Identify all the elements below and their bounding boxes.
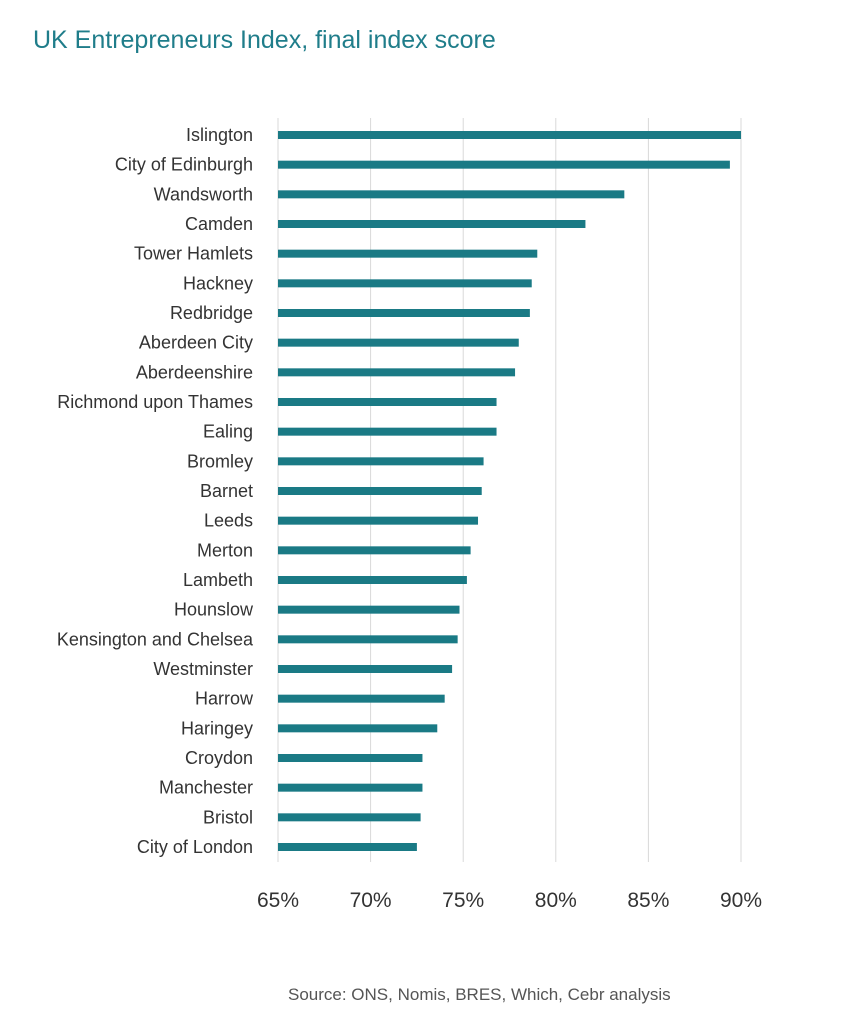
bar bbox=[278, 635, 458, 644]
bar bbox=[278, 605, 460, 614]
bar bbox=[278, 576, 467, 584]
bar bbox=[278, 309, 530, 317]
bar bbox=[278, 398, 497, 406]
category-label: Bromley bbox=[187, 451, 253, 471]
category-label: Barnet bbox=[200, 481, 253, 501]
x-tick-label: 65% bbox=[257, 889, 299, 912]
bar bbox=[278, 279, 532, 288]
bar bbox=[278, 160, 730, 169]
bar bbox=[278, 338, 519, 347]
category-label: Westminster bbox=[153, 659, 253, 679]
bar bbox=[278, 190, 625, 199]
bar bbox=[278, 724, 438, 733]
bar bbox=[278, 427, 497, 436]
bar bbox=[278, 249, 538, 258]
category-label: Croydon bbox=[185, 748, 253, 768]
bar bbox=[278, 487, 482, 495]
category-label: Aberdeen City bbox=[139, 333, 253, 353]
category-label: Hackney bbox=[183, 273, 253, 293]
x-tick-label: 85% bbox=[627, 889, 669, 912]
bar bbox=[278, 368, 516, 377]
category-label: Haringey bbox=[181, 718, 253, 738]
category-label: Richmond upon Thames bbox=[57, 392, 253, 412]
category-label: Leeds bbox=[204, 511, 253, 531]
bar bbox=[278, 665, 453, 673]
category-label: Hounslow bbox=[174, 600, 254, 620]
bar bbox=[278, 131, 741, 139]
chart-title: UK Entrepreneurs Index, final index scor… bbox=[33, 26, 496, 54]
category-label: Bristol bbox=[203, 807, 253, 827]
bar bbox=[278, 694, 445, 703]
category-label: Camden bbox=[185, 214, 253, 234]
category-label: Manchester bbox=[159, 778, 253, 798]
bar bbox=[278, 783, 423, 792]
x-tick-label: 75% bbox=[442, 889, 484, 912]
category-label: Ealing bbox=[203, 422, 253, 442]
category-label: Merton bbox=[197, 540, 253, 560]
category-label: City of London bbox=[137, 837, 253, 857]
bar bbox=[278, 457, 484, 466]
x-tick-label: 90% bbox=[720, 889, 762, 912]
bar bbox=[278, 546, 471, 555]
bar bbox=[278, 813, 421, 822]
bar bbox=[278, 754, 423, 762]
bar bbox=[278, 516, 479, 525]
x-tick-label: 70% bbox=[350, 889, 392, 912]
x-tick-label: 80% bbox=[535, 889, 577, 912]
category-label: City of Edinburgh bbox=[115, 155, 253, 175]
category-label: Redbridge bbox=[170, 303, 253, 323]
source-note: Source: ONS, Nomis, BRES, Which, Cebr an… bbox=[288, 985, 671, 1004]
bar bbox=[278, 220, 586, 228]
category-label: Harrow bbox=[195, 689, 254, 709]
category-label: Tower Hamlets bbox=[134, 244, 253, 264]
category-label: Aberdeenshire bbox=[136, 362, 253, 382]
category-label: Islington bbox=[186, 125, 253, 145]
category-label: Wandsworth bbox=[154, 184, 253, 204]
category-label: Kensington and Chelsea bbox=[57, 629, 254, 649]
bar bbox=[278, 843, 417, 851]
category-label: Lambeth bbox=[183, 570, 253, 590]
